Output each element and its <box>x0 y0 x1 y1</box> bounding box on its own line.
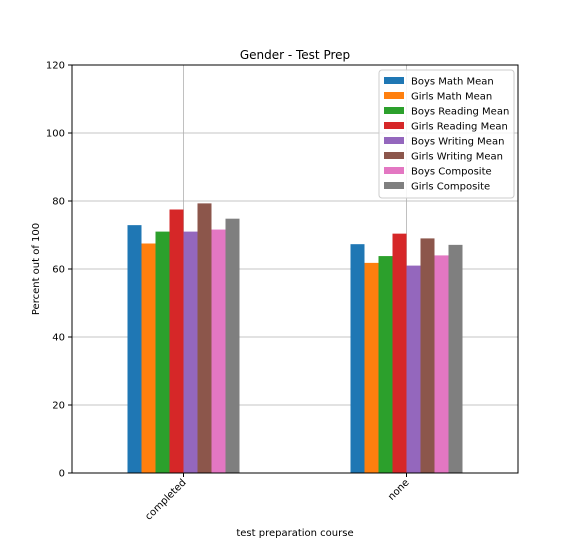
legend-label: Girls Writing Mean <box>411 152 503 163</box>
y-tick-label: 60 <box>52 265 65 276</box>
legend: Boys Math Mean Girls Math Mean Boys Readin… <box>378 69 515 199</box>
bar-none-6 <box>434 255 449 473</box>
bar-none-1 <box>364 262 379 473</box>
y-tick-label: 20 <box>52 401 65 412</box>
legend-swatch <box>384 122 404 129</box>
legend-swatch <box>384 182 404 189</box>
y-tick-label: 40 <box>52 333 65 344</box>
legend-label: Boys Composite <box>411 167 492 178</box>
legend-box <box>378 69 515 199</box>
bar-completed-5 <box>197 203 212 473</box>
bar-none-3 <box>392 233 407 473</box>
legend-swatch <box>384 107 404 114</box>
bar-none-7 <box>448 244 463 473</box>
bar-completed-6 <box>211 229 226 473</box>
y-tick-label: 80 <box>52 197 65 208</box>
chart-title: Gender - Test Prep <box>240 48 350 62</box>
bar-none-0 <box>350 244 365 473</box>
legend-swatch <box>384 167 404 174</box>
legend-label: Boys Reading Mean <box>411 107 509 118</box>
bar-completed-4 <box>183 231 198 473</box>
x-axis-label: test preparation course <box>236 528 353 539</box>
x-tick-label-none: none <box>386 477 411 502</box>
bar-completed-7 <box>225 218 240 473</box>
bar-none-2 <box>378 256 393 473</box>
bar-completed-2 <box>155 231 170 473</box>
bar-none-4 <box>406 265 421 473</box>
bar-completed-0 <box>127 225 142 473</box>
y-tick-label: 0 <box>59 469 65 480</box>
bar-completed-1 <box>141 243 156 473</box>
legend-swatch <box>384 92 404 99</box>
legend-label: Girls Composite <box>411 182 490 193</box>
legend-label: Boys Math Mean <box>411 77 494 88</box>
bars-layer <box>127 203 463 473</box>
y-tick-label: 120 <box>46 61 65 72</box>
y-axis-label: Percent out of 100 <box>31 223 42 315</box>
y-tick-label: 100 <box>46 129 65 140</box>
legend-label: Girls Reading Mean <box>411 122 508 133</box>
legend-label: Boys Writing Mean <box>411 137 504 148</box>
legend-swatch <box>384 77 404 84</box>
x-tick-label-completed: completed <box>143 477 188 522</box>
legend-swatch <box>384 137 404 144</box>
legend-label: Girls Math Mean <box>411 92 492 103</box>
bar-none-5 <box>420 238 435 473</box>
bar-completed-3 <box>169 209 184 473</box>
legend-swatch <box>384 152 404 159</box>
